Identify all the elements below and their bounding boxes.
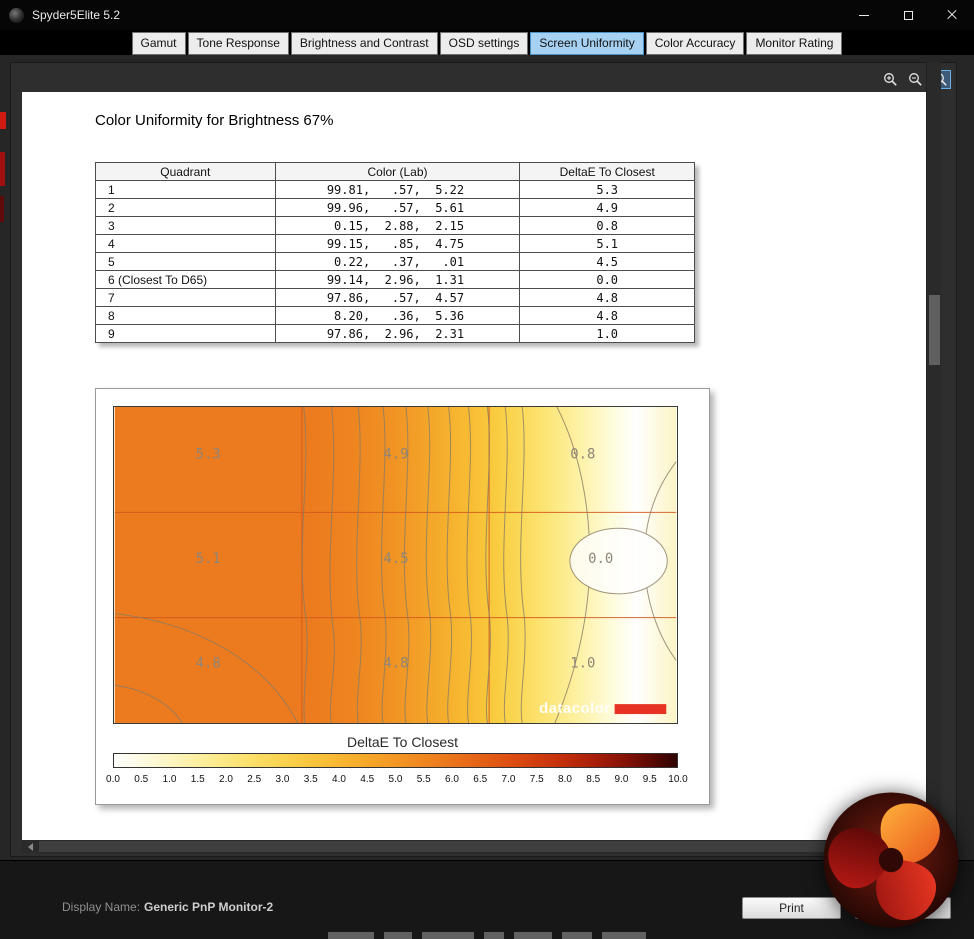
delta-cell: 5.3 [519, 180, 695, 199]
maximize-icon [903, 10, 913, 20]
lab-cell: 8.20, .36, 5.36 [274, 306, 521, 325]
kitguru-swirl-logo [823, 792, 959, 928]
contour-lines [114, 407, 677, 723]
uniformity-table: Quadrant Color (Lab) DeltaE To Closest 1… [95, 162, 695, 343]
delta-cell: 4.8 [519, 306, 695, 325]
svg-text:1.0: 1.0 [570, 655, 595, 671]
vertical-scrollbar-thumb[interactable] [929, 295, 940, 365]
horizontal-scrollbar[interactable] [22, 840, 935, 853]
zoom-in-button[interactable] [880, 70, 901, 89]
table-row: 4 99.15, .85, 4.75 5.1 [95, 234, 695, 253]
quadrant-cell: 1 [95, 180, 276, 199]
svg-text:4.9: 4.9 [383, 447, 408, 463]
svg-text:4.5: 4.5 [383, 551, 408, 567]
lab-cell: 99.96, .57, 5.61 [274, 198, 521, 217]
quadrant-cell: 6 (Closest To D65) [95, 270, 276, 289]
app-icon [9, 7, 24, 23]
lab-cell: 97.86, .57, 4.57 [274, 288, 521, 307]
edge-artifact [0, 152, 5, 186]
header-color-lab: Color (Lab) [274, 162, 521, 181]
table-row: 3 0.15, 2.88, 2.15 0.8 [95, 216, 695, 235]
close-button[interactable] [930, 0, 974, 30]
report-title: Color Uniformity for Brightness 67% [95, 112, 334, 129]
zoom-out-button[interactable] [905, 70, 926, 89]
table-row: 1 99.81, .57, 5.22 5.3 [95, 180, 695, 199]
lab-cell: 0.22, .37, .01 [274, 252, 521, 271]
tab-tone-response[interactable]: Tone Response [187, 32, 289, 55]
table-row: 2 99.96, .57, 5.61 4.9 [95, 198, 695, 217]
report-page: Color Uniformity for Brightness 67% Quad… [22, 92, 935, 845]
lab-cell: 0.15, 2.88, 2.15 [274, 216, 521, 235]
maximize-button[interactable] [886, 0, 930, 30]
delta-cell: 0.0 [519, 270, 695, 289]
table-header-row: Quadrant Color (Lab) DeltaE To Closest [95, 162, 695, 181]
zoom-in-icon [884, 73, 897, 86]
header-quadrant: Quadrant [95, 162, 276, 181]
scroll-left-arrow-icon[interactable] [28, 843, 33, 851]
vertical-scrollbar[interactable] [926, 62, 941, 857]
lab-cell: 99.81, .57, 5.22 [274, 180, 521, 199]
delta-cell: 1.0 [519, 324, 695, 343]
datacolor-logo-bar [614, 704, 667, 715]
display-name-label: Display Name: [62, 900, 141, 914]
svg-text:5.1: 5.1 [196, 551, 221, 567]
minimize-icon [859, 14, 869, 16]
svg-text:5.3: 5.3 [196, 447, 221, 463]
delta-cell: 4.5 [519, 252, 695, 271]
svg-text:4.8: 4.8 [383, 655, 408, 671]
cutoff-text [328, 932, 646, 939]
tab-gamut[interactable]: Gamut [131, 32, 186, 55]
window-title: Spyder5Elite 5.2 [32, 8, 121, 22]
chart-box: datacolor 5.3 4.9 0.8 5.1 4.5 0.0 4.8 4.… [95, 388, 710, 805]
zoom-out-icon [909, 73, 922, 86]
lab-cell: 99.14, 2.96, 1.31 [274, 270, 521, 289]
quadrant-cell: 8 [95, 306, 276, 325]
display-name-value: Generic PnP Monitor-2 [144, 900, 274, 914]
delta-cell: 4.9 [519, 198, 695, 217]
quadrant-cell: 3 [95, 216, 276, 235]
horizontal-scrollbar-thumb[interactable] [39, 841, 919, 852]
edge-artifact [0, 112, 6, 129]
datacolor-watermark: datacolor [539, 701, 611, 717]
minimize-button[interactable] [842, 0, 886, 30]
tab-screen-uniformity[interactable]: Screen Uniformity [530, 32, 644, 55]
quadrant-cell: 2 [95, 198, 276, 217]
delta-cell: 0.8 [519, 216, 695, 235]
table-row: 8 8.20, .36, 5.36 4.8 [95, 306, 695, 325]
window-controls [842, 0, 974, 30]
quadrant-cell: 5 [95, 252, 276, 271]
table-row: 7 97.86, .57, 4.57 4.8 [95, 288, 695, 307]
lab-cell: 97.86, 2.96, 2.31 [274, 324, 521, 343]
quadrant-cell: 9 [95, 324, 276, 343]
table-row: 5 0.22, .37, .01 4.5 [95, 252, 695, 271]
lab-cell: 99.15, .85, 4.75 [274, 234, 521, 253]
edge-artifact [0, 196, 4, 222]
table-row: 9 97.86, 2.96, 2.31 1.0 [95, 324, 695, 343]
quadrant-cell: 7 [95, 288, 276, 307]
uniformity-heatmap: datacolor 5.3 4.9 0.8 5.1 4.5 0.0 4.8 4.… [113, 406, 678, 724]
tab-osd-settings[interactable]: OSD settings [439, 32, 529, 55]
cell-value-labels: 5.3 4.9 0.8 5.1 4.5 0.0 4.8 4.8 1.0 [196, 447, 614, 672]
tab-color-accuracy[interactable]: Color Accuracy [645, 32, 745, 55]
tab-bar: Gamut Tone Response Brightness and Contr… [0, 30, 974, 55]
display-name: Display Name: Generic PnP Monitor-2 [62, 900, 273, 914]
scale-tick-labels: 0.0 0.5 1.0 1.5 2.0 2.5 3.0 3.5 4.0 4.5 5.0 5.… [106, 774, 688, 785]
content-area: Color Uniformity for Brightness 67% Quad… [0, 55, 974, 860]
titlebar: Spyder5Elite 5.2 [0, 0, 974, 30]
svg-text:0.8: 0.8 [570, 447, 595, 463]
color-scale-bar [113, 753, 678, 768]
table-row: 6 (Closest To D65) 99.14, 2.96, 1.31 0.0 [95, 270, 695, 289]
svg-text:4.8: 4.8 [196, 655, 221, 671]
delta-cell: 4.8 [519, 288, 695, 307]
delta-cell: 5.1 [519, 234, 695, 253]
scale-label: DeltaE To Closest [346, 734, 458, 750]
tab-monitor-rating[interactable]: Monitor Rating [746, 32, 843, 55]
header-deltae: DeltaE To Closest [519, 162, 695, 181]
svg-text:0.0: 0.0 [588, 551, 613, 567]
tab-brightness-contrast[interactable]: Brightness and Contrast [290, 32, 438, 55]
quadrant-cell: 4 [95, 234, 276, 253]
print-button[interactable]: Print [742, 897, 841, 919]
